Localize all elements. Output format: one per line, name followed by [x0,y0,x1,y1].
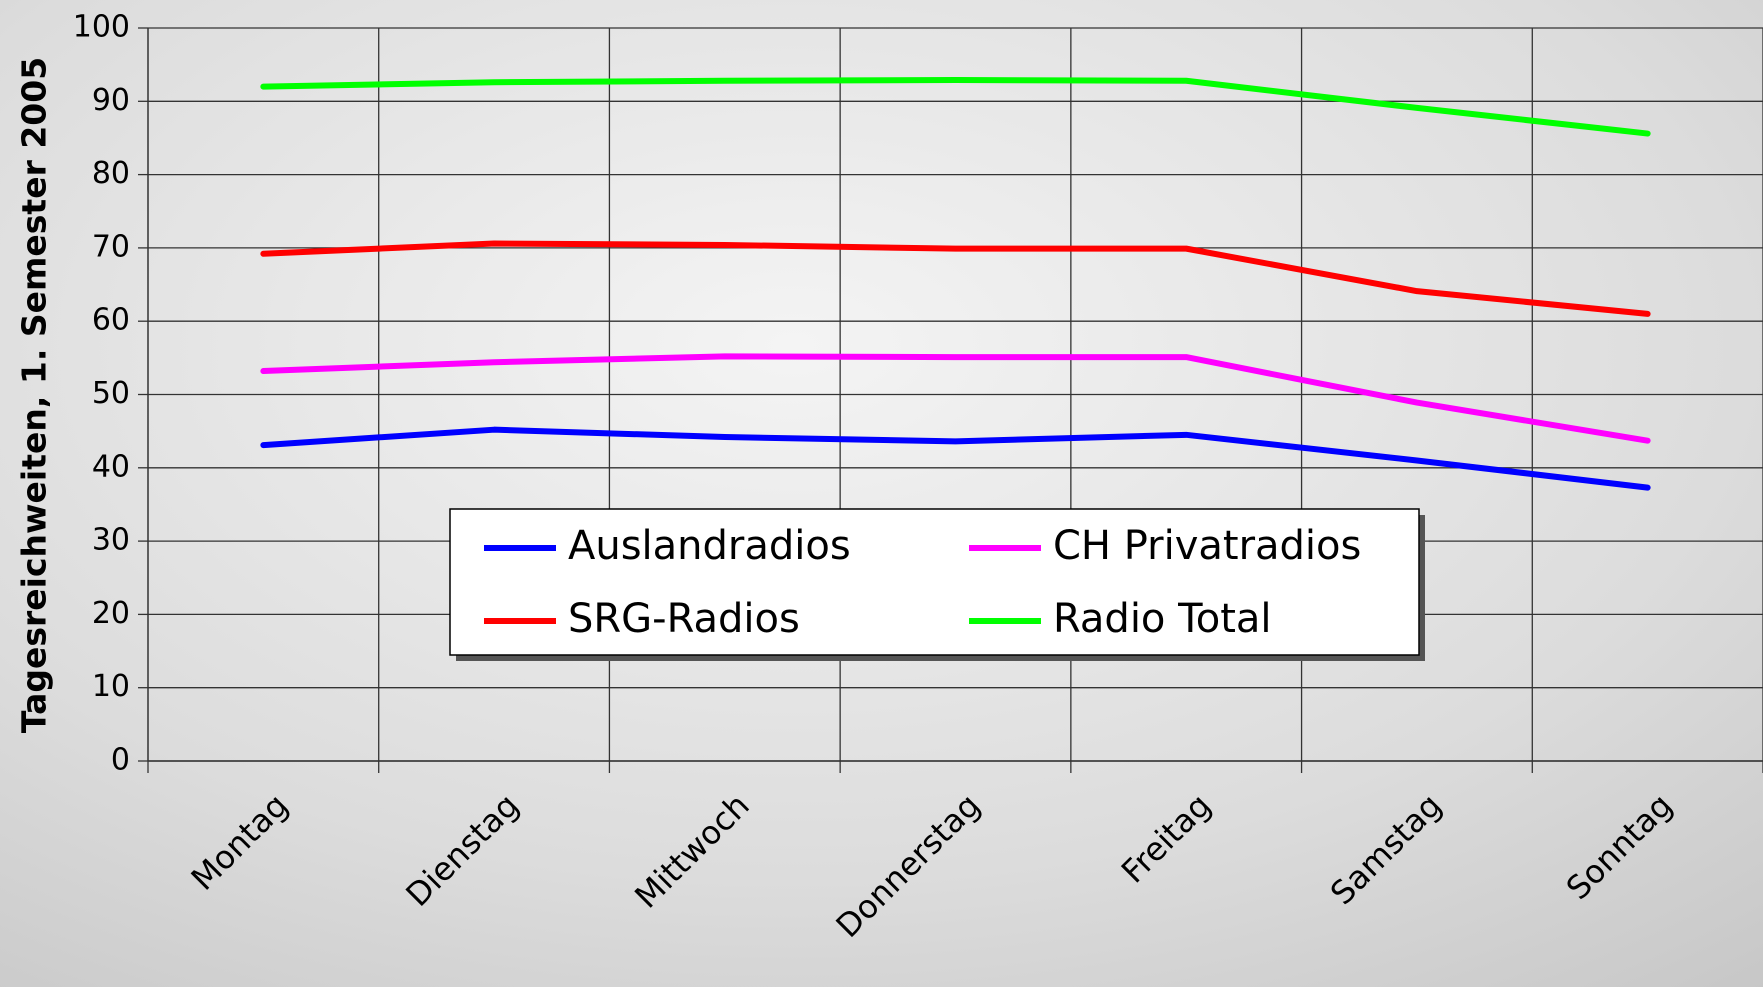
y-tick-label: 30 [92,523,130,558]
y-tick-label: 60 [92,303,130,338]
legend-label: CH Privatradios [1053,523,1361,569]
y-tick-label: 80 [92,156,130,191]
y-tick-label: 90 [92,83,130,118]
y-tick-label: 20 [92,596,130,631]
legend-label: Radio Total [1053,596,1272,642]
legend-label: Auslandradios [568,523,851,569]
series-line [260,77,1651,137]
y-tick-label: 10 [92,669,130,704]
legend [449,508,1420,656]
y-tick-label: 0 [111,743,130,778]
series-line [260,353,1651,444]
y-tick-label: 50 [92,376,130,411]
series-line [260,240,1651,317]
y-axis-title: Tagesreichweiten, 1. Semester 2005 [15,57,54,733]
y-tick-label: 70 [92,229,130,264]
y-tick-label: 100 [73,10,130,45]
series-line [260,426,1651,491]
legend-label: SRG-Radios [568,596,800,642]
y-tick-label: 40 [92,449,130,484]
